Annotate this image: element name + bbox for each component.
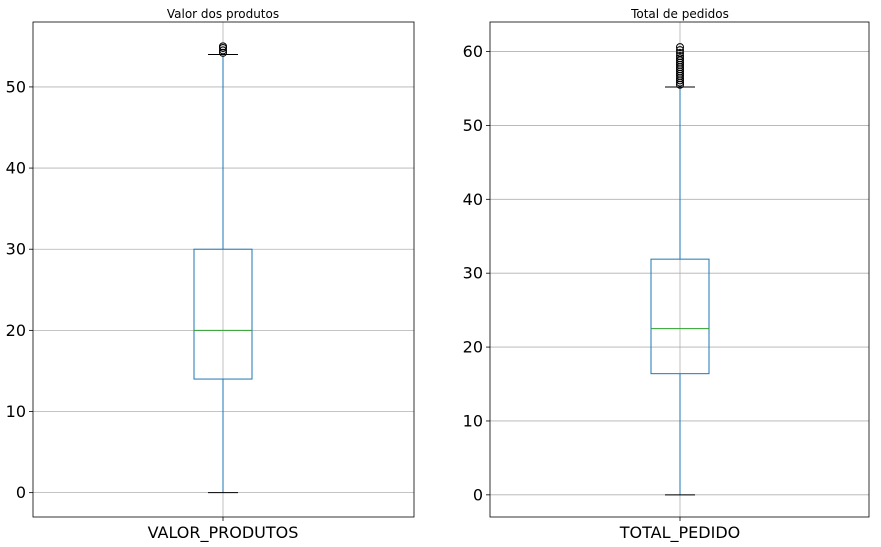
- chart-title-valor-produtos: Valor dos produtos: [167, 7, 279, 21]
- total-pedido-panel: Total de pedidos TOTAL_PEDIDO 0 10 20 30 40 5…: [463, 7, 870, 543]
- y-tick-label: 10: [6, 402, 26, 421]
- outlier-point: [676, 49, 684, 58]
- y-tick-label: 20: [463, 338, 483, 357]
- axes-frame: [32, 21, 415, 518]
- outlier-point: [676, 54, 684, 63]
- iqr-box: [193, 248, 253, 380]
- outlier-point: [219, 48, 227, 57]
- x-category-label-valor-produtos: VALOR_PRODUTOS: [148, 523, 299, 543]
- valor-produtos-panel: Valor dos produtos VALOR_PRODUTOS 0 10 20 3…: [6, 7, 415, 543]
- y-tick-label: 60: [463, 42, 483, 61]
- y-tick-label: 50: [6, 77, 26, 96]
- y-tick-label: 10: [463, 411, 483, 430]
- x-category-label-total-pedido: TOTAL_PEDIDO: [619, 523, 740, 543]
- y-tick-label: 30: [463, 264, 483, 283]
- y-tick-label: 40: [463, 190, 483, 209]
- y-tick-label: 0: [16, 483, 26, 502]
- y-tick-label: 0: [473, 485, 483, 504]
- y-tick-label: 40: [6, 159, 26, 178]
- iqr-box: [650, 258, 710, 375]
- outlier-point: [219, 46, 227, 55]
- y-tick-label: 20: [6, 321, 26, 340]
- outlier-point: [676, 43, 684, 52]
- outlier-point: [676, 51, 684, 60]
- chart-title-total-pedidos: Total de pedidos: [630, 7, 729, 21]
- outlier-point: [219, 42, 227, 51]
- y-tick-label: 30: [6, 240, 26, 259]
- axes-frame: [489, 21, 870, 518]
- y-tick-label: 50: [463, 116, 483, 135]
- outlier-point: [676, 46, 684, 55]
